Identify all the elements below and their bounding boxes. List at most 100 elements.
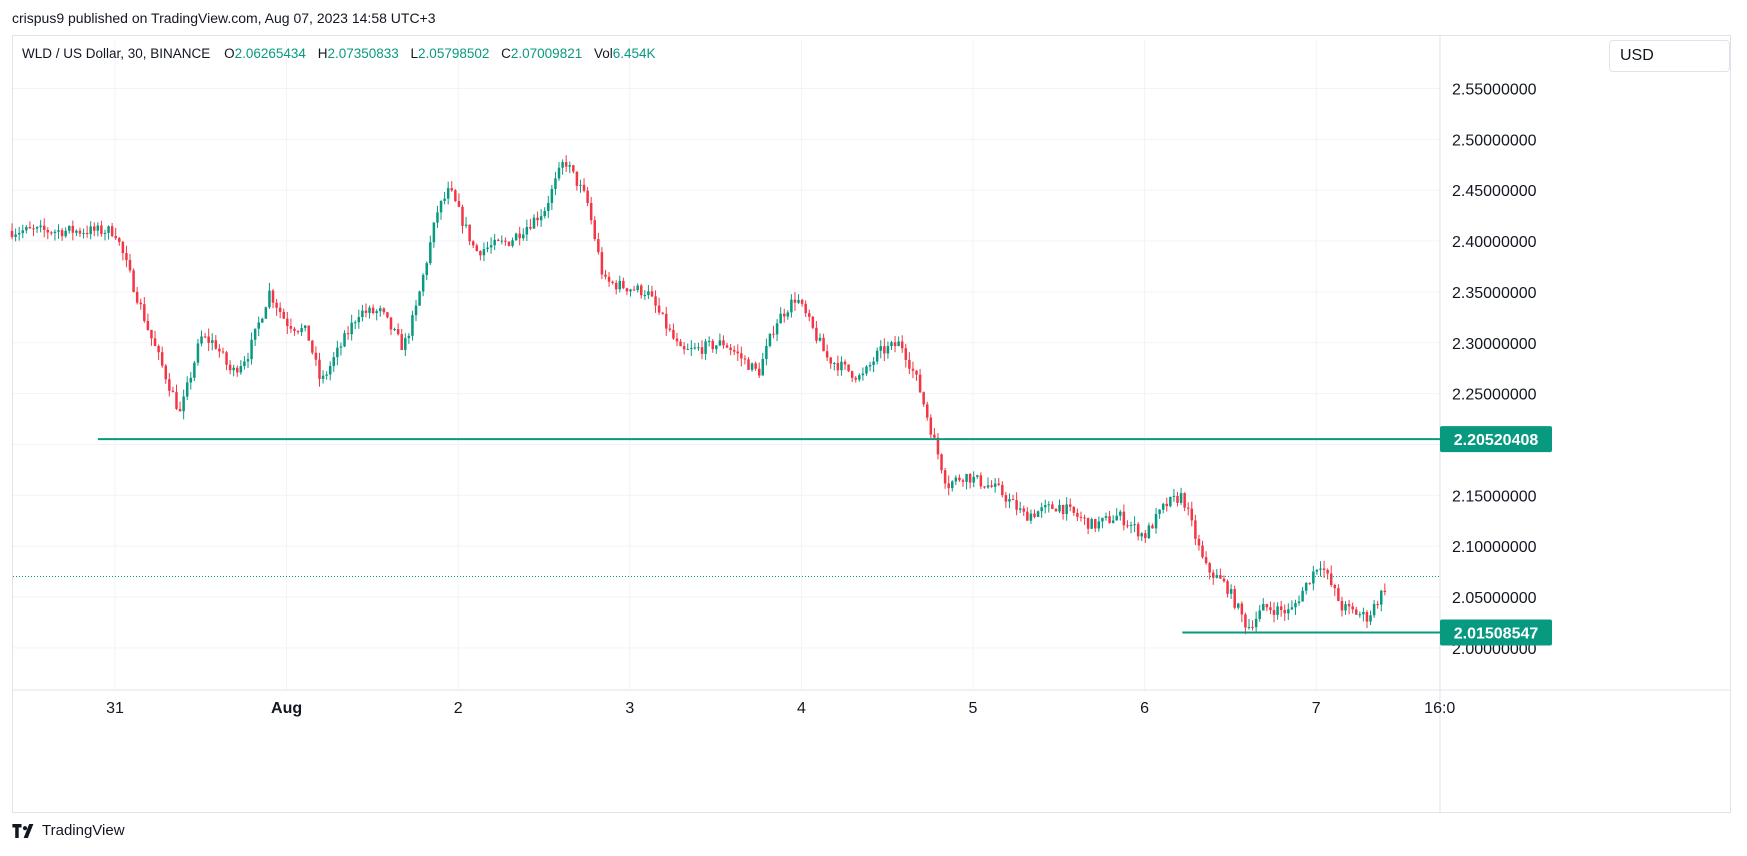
candle-body <box>346 333 350 335</box>
candle-body <box>618 280 622 290</box>
candle-body <box>67 225 71 231</box>
footer-brand[interactable]: TradingView <box>12 822 125 839</box>
candle-body <box>711 340 714 350</box>
candle-body <box>1347 604 1351 607</box>
candle-body <box>314 352 318 360</box>
candle-body <box>382 308 386 313</box>
currency-button[interactable]: USD <box>1609 40 1730 72</box>
candle-body <box>943 470 947 484</box>
candle-body <box>1029 513 1033 521</box>
candle-body <box>21 230 25 233</box>
x-tick-label: 6 <box>1140 700 1149 717</box>
candle-body <box>883 346 886 354</box>
candle-body <box>693 347 697 349</box>
candle-body <box>350 322 353 335</box>
candle-body <box>1222 578 1226 582</box>
candle-body <box>250 339 253 360</box>
candle-body <box>822 337 825 352</box>
candle-body <box>1326 569 1329 574</box>
candle-body <box>636 285 639 291</box>
candle-body <box>1354 609 1358 615</box>
candle-body <box>840 361 843 371</box>
candle-body <box>1333 585 1337 589</box>
candle-body <box>353 322 357 324</box>
candle-body <box>790 299 793 313</box>
candle-body <box>779 313 782 324</box>
candle-body <box>454 190 457 202</box>
candle-body <box>1315 569 1319 572</box>
candle-body <box>339 346 343 348</box>
candle-body <box>132 270 135 292</box>
candle-body <box>236 367 239 373</box>
candle-body <box>707 340 711 342</box>
candle-body <box>461 206 464 226</box>
candle-body <box>1240 603 1244 615</box>
candle-body <box>1176 495 1179 503</box>
candle-body <box>690 348 693 350</box>
candle-body <box>389 317 393 330</box>
candle-body <box>1161 503 1165 510</box>
candle-body <box>332 357 336 366</box>
candle-body <box>1362 611 1365 615</box>
x-tick-label: 31 <box>106 700 124 717</box>
candle-body <box>71 225 75 233</box>
symbol-name[interactable]: WLD / US Dollar, 30, BINANCE <box>22 46 211 61</box>
publisher-line: crispus9 published on TradingView.com, A… <box>12 10 436 26</box>
candle-body <box>1226 581 1229 594</box>
candle-body <box>1068 504 1072 507</box>
candle-body <box>1308 582 1312 584</box>
candle-body <box>1283 609 1286 614</box>
candle-body <box>1229 589 1233 594</box>
candle-body <box>661 312 664 314</box>
candle-body <box>579 184 582 186</box>
x-tick-label: Aug <box>271 700 302 717</box>
candle-body <box>225 352 228 365</box>
candle-body <box>203 336 207 338</box>
y-tick-label: 2.55000000 <box>1452 82 1537 99</box>
candle-body <box>1301 590 1304 602</box>
candle-body <box>675 338 679 342</box>
candle-body <box>311 340 314 353</box>
candle-body <box>1319 568 1322 570</box>
candle-body <box>1337 588 1340 601</box>
candle-body <box>757 368 761 376</box>
candle-body <box>1297 601 1301 604</box>
candle-body <box>572 165 575 172</box>
candle-body <box>997 483 1000 485</box>
candle-body <box>178 408 182 412</box>
x-tick-label: 3 <box>625 700 634 717</box>
candle-body <box>189 377 193 383</box>
candle-body <box>1233 589 1236 608</box>
candle-body <box>593 220 597 240</box>
candle-body <box>368 307 371 313</box>
candle-body <box>1144 533 1147 539</box>
candle-body <box>607 276 611 282</box>
candle-body <box>471 241 475 246</box>
candle-body <box>450 188 454 191</box>
candle-body <box>1051 504 1054 509</box>
candle-body <box>1018 508 1022 510</box>
candle-body <box>128 260 132 271</box>
candle-body <box>432 222 436 243</box>
candle-body <box>1108 516 1111 523</box>
candle-body <box>808 313 811 317</box>
candle-body <box>643 295 647 297</box>
candle-body <box>10 230 14 237</box>
candle-body <box>475 245 479 252</box>
candle-body <box>654 296 657 306</box>
chart-frame <box>12 35 1731 813</box>
tradingview-logo-icon <box>12 823 34 838</box>
candle-body <box>740 353 743 359</box>
candle-body <box>1101 517 1104 522</box>
candle-body <box>1169 496 1172 507</box>
candle-body <box>650 291 654 297</box>
candle-body <box>93 226 96 231</box>
candle-body <box>800 300 804 304</box>
candle-body <box>829 357 832 364</box>
candle-body <box>1126 525 1129 527</box>
footer-brand-label: TradingView <box>42 822 125 839</box>
candle-body <box>765 345 768 360</box>
candle-body <box>110 226 114 237</box>
candle-body <box>1329 573 1333 586</box>
